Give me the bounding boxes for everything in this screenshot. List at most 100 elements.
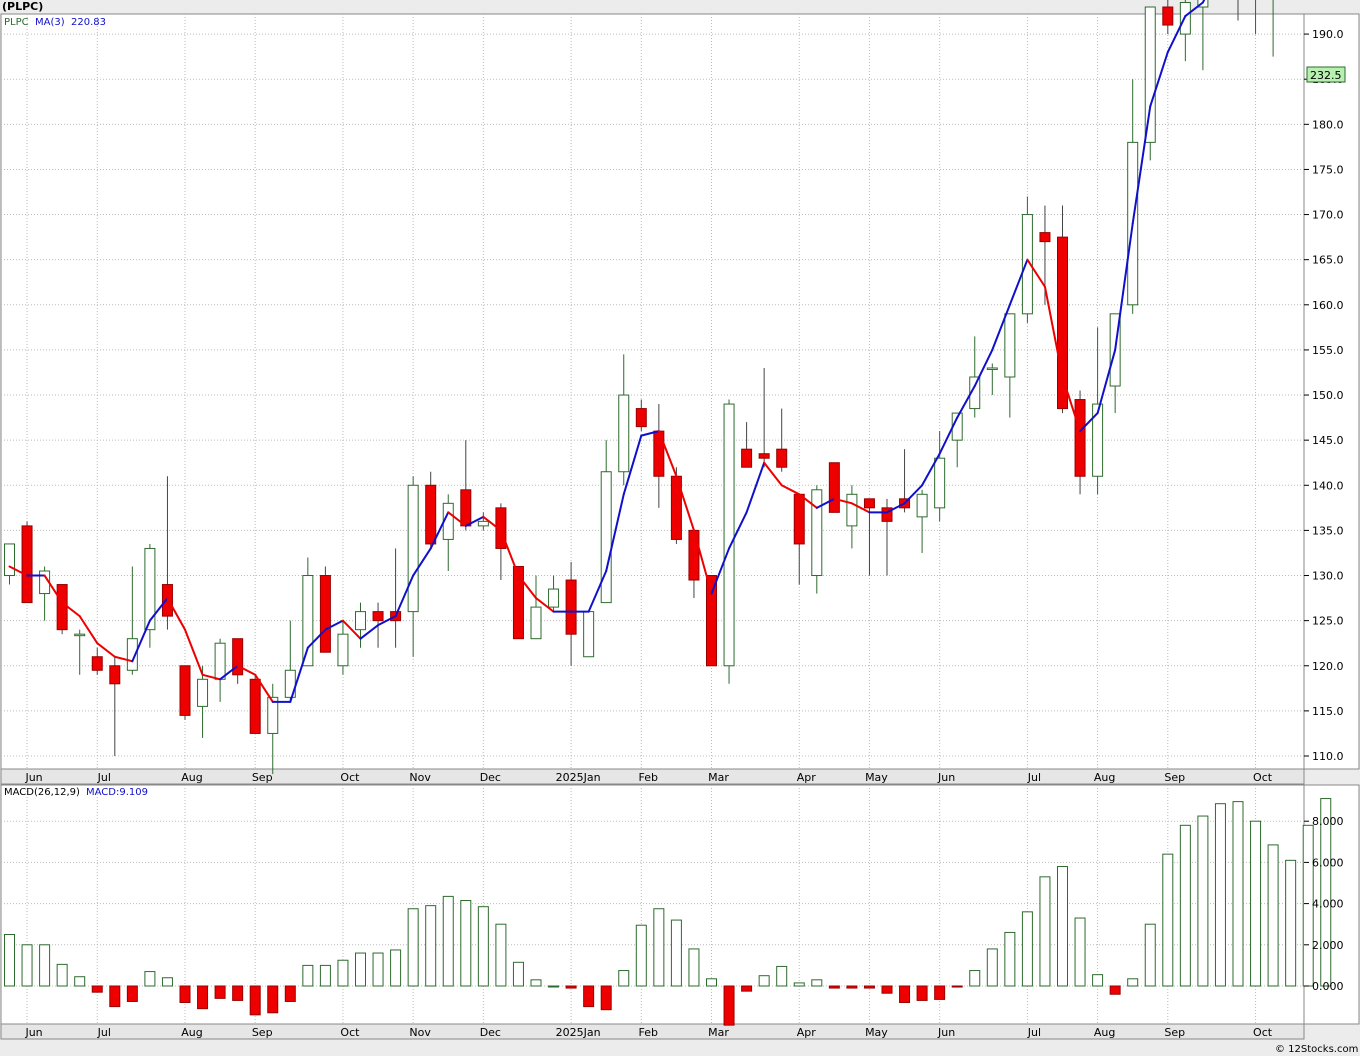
macd-bar xyxy=(776,965,788,987)
candle-body xyxy=(249,678,261,734)
price-tick-label: 180.0 xyxy=(1312,118,1344,131)
ma-segment xyxy=(1079,412,1099,433)
macd-bar xyxy=(530,979,542,987)
macd-x-tick-label: Nov xyxy=(409,1026,431,1039)
candle-body xyxy=(881,507,893,522)
price-tick-label: 155.0 xyxy=(1312,344,1344,357)
price-tick-label: 165.0 xyxy=(1312,254,1344,267)
macd-bar xyxy=(723,985,735,1026)
macd-bar xyxy=(1232,801,1244,987)
macd-bar xyxy=(934,985,946,1000)
price-tick-label: 125.0 xyxy=(1312,615,1344,628)
macd-x-tick-label: Sep xyxy=(1164,1026,1185,1039)
macd-bar xyxy=(91,985,103,993)
price-x-tick-label: Jul xyxy=(1027,771,1041,784)
price-x-tick-label: Dec xyxy=(480,771,501,784)
macd-bar xyxy=(688,948,700,987)
price-x-tick-label: Jun xyxy=(24,771,42,784)
macd-x-tick-label: Jun xyxy=(24,1026,42,1039)
macd-bar xyxy=(758,975,770,987)
macd-bar xyxy=(618,970,630,987)
macd-xaxis-strip xyxy=(0,1023,1305,1040)
price-x-tick-label: Apr xyxy=(797,771,817,784)
macd-bar xyxy=(1214,803,1226,987)
macd-bar xyxy=(355,952,366,987)
macd-legend-value: MACD:9.109 xyxy=(86,787,148,798)
macd-bar xyxy=(1144,923,1156,987)
candle-body xyxy=(91,656,103,671)
macd-bar xyxy=(741,985,753,992)
candle-body xyxy=(986,367,998,370)
candle-body xyxy=(407,484,419,613)
candle-body xyxy=(828,462,840,513)
candle-body xyxy=(4,543,15,577)
candle-body xyxy=(811,489,823,577)
candle-body xyxy=(197,678,209,707)
macd-bar xyxy=(337,959,349,987)
macd-x-tick-label: 2025Jan xyxy=(556,1026,601,1039)
ma-segment xyxy=(219,664,239,681)
ma-segment xyxy=(306,628,327,649)
ma-segment xyxy=(289,646,309,703)
macd-bar xyxy=(1074,917,1086,987)
macd-bar xyxy=(1109,985,1121,995)
macd-x-axis: Jun Jul Aug Sep Oct Nov Dec 2025Jan Feb Mar Apr May… xyxy=(24,1026,1272,1039)
macd-bar xyxy=(1320,798,1332,987)
price-x-tick-label: Feb xyxy=(639,771,658,784)
macd-tick-label: 2.000 xyxy=(1312,939,1344,952)
candle-body xyxy=(758,453,770,459)
macd-bar xyxy=(372,952,384,987)
price-tick-label: 140.0 xyxy=(1312,479,1344,492)
price-x-tick-label: Oct xyxy=(1253,771,1273,784)
price-legend-ma-value: 220.83 xyxy=(71,17,106,28)
price-tick-label: 110.0 xyxy=(1312,750,1344,763)
ma-segment xyxy=(535,597,555,613)
ma-segment xyxy=(394,574,415,618)
ma-segment xyxy=(201,673,222,681)
ma-segment xyxy=(973,348,994,388)
price-x-tick-label: Sep xyxy=(1164,771,1185,784)
ma-segment xyxy=(96,642,116,658)
ma-segment xyxy=(938,416,959,455)
macd-bar xyxy=(583,985,595,1008)
price-x-tick-label: Oct xyxy=(340,771,360,784)
candle-body xyxy=(600,471,612,604)
macd-bar xyxy=(407,908,419,987)
candle-body xyxy=(512,565,524,640)
macd-bar xyxy=(1004,931,1016,987)
macd-bar xyxy=(846,985,858,989)
ma-segment xyxy=(341,619,362,640)
macd-bar xyxy=(811,979,823,987)
candle-body xyxy=(530,606,542,640)
macd-bar xyxy=(232,985,244,1001)
macd-panel xyxy=(0,784,1305,1025)
candle-body xyxy=(565,579,577,635)
chart-title: (PLPC) xyxy=(2,0,43,13)
macd-bar xyxy=(477,906,489,987)
candle-body xyxy=(916,493,928,518)
footer-credit: © 12Stocks.com xyxy=(1275,1044,1358,1055)
macd-bar xyxy=(21,944,33,987)
candle-body xyxy=(425,484,437,545)
macd-x-tick-label: Jul xyxy=(97,1026,111,1039)
price-tick-label: 120.0 xyxy=(1312,660,1344,673)
candle-body xyxy=(846,493,858,527)
ma-segment xyxy=(254,673,274,703)
macd-legend-name: MACD(26,12,9) xyxy=(4,787,80,798)
candle-body xyxy=(267,696,279,734)
ma-segment xyxy=(1166,15,1187,54)
macd-bar xyxy=(1162,853,1174,987)
ma-segment xyxy=(377,615,397,627)
moving-average-series xyxy=(8,0,1206,703)
price-legend-ma: MA(3) xyxy=(35,17,65,28)
macd-bar xyxy=(635,924,647,987)
price-tick-label: 135.0 xyxy=(1312,524,1344,537)
ma-segment xyxy=(692,529,713,595)
ma-segment xyxy=(464,515,485,527)
ma-segment xyxy=(148,597,169,622)
macd-bar xyxy=(56,963,68,987)
macd-x-tick-label: Jun xyxy=(937,1026,955,1039)
candle-body xyxy=(1039,232,1051,243)
macd-bar xyxy=(1092,974,1104,987)
